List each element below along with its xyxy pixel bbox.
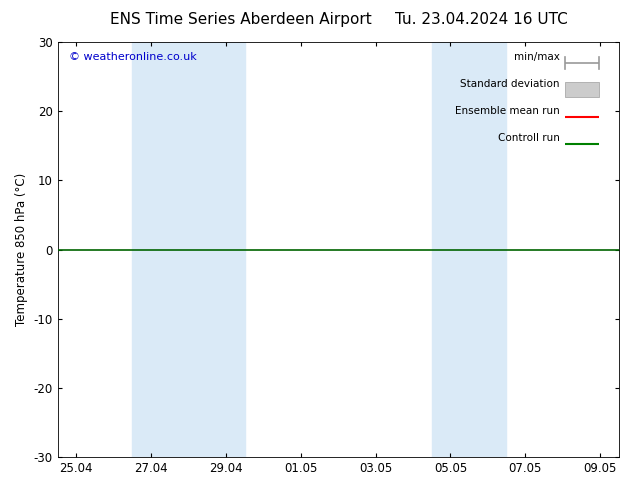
Y-axis label: Temperature 850 hPa (°C): Temperature 850 hPa (°C) [15, 173, 28, 326]
Text: Controll run: Controll run [498, 133, 560, 144]
Text: ENS Time Series Aberdeen Airport: ENS Time Series Aberdeen Airport [110, 12, 372, 27]
Text: min/max: min/max [514, 52, 560, 62]
Bar [566, 82, 599, 97]
Text: Ensemble mean run: Ensemble mean run [455, 106, 560, 117]
Text: © weatheronline.co.uk: © weatheronline.co.uk [69, 52, 197, 62]
Bar [432, 42, 507, 457]
Text: Tu. 23.04.2024 16 UTC: Tu. 23.04.2024 16 UTC [396, 12, 568, 27]
Bar [133, 42, 245, 457]
Text: Standard deviation: Standard deviation [460, 79, 560, 89]
